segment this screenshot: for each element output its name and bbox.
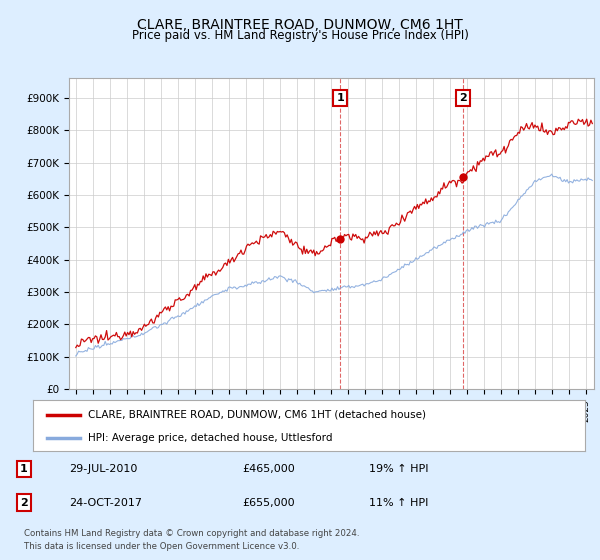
Text: £655,000: £655,000	[242, 498, 295, 507]
Text: £465,000: £465,000	[242, 464, 295, 474]
Text: HPI: Average price, detached house, Uttlesford: HPI: Average price, detached house, Uttl…	[88, 433, 332, 443]
Text: CLARE, BRAINTREE ROAD, DUNMOW, CM6 1HT: CLARE, BRAINTREE ROAD, DUNMOW, CM6 1HT	[137, 18, 463, 32]
Text: 2: 2	[460, 93, 467, 103]
Text: 19% ↑ HPI: 19% ↑ HPI	[369, 464, 428, 474]
Text: 24-OCT-2017: 24-OCT-2017	[70, 498, 143, 507]
Text: Contains HM Land Registry data © Crown copyright and database right 2024.
This d: Contains HM Land Registry data © Crown c…	[24, 529, 359, 552]
Text: 1: 1	[337, 93, 344, 103]
Text: 2: 2	[20, 498, 28, 507]
Text: 29-JUL-2010: 29-JUL-2010	[70, 464, 138, 474]
Text: 11% ↑ HPI: 11% ↑ HPI	[369, 498, 428, 507]
Text: Price paid vs. HM Land Registry's House Price Index (HPI): Price paid vs. HM Land Registry's House …	[131, 29, 469, 42]
Text: 1: 1	[20, 464, 28, 474]
Text: CLARE, BRAINTREE ROAD, DUNMOW, CM6 1HT (detached house): CLARE, BRAINTREE ROAD, DUNMOW, CM6 1HT (…	[88, 409, 426, 419]
